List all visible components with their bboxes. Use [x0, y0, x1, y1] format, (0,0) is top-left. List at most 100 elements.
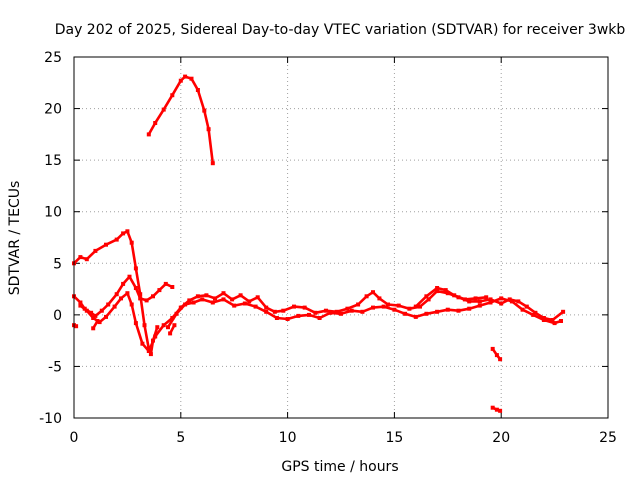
data-point [172, 323, 177, 328]
data-point [232, 303, 237, 308]
data-point [296, 313, 301, 318]
data-point [213, 296, 217, 301]
data-point [317, 316, 322, 320]
data-point [163, 281, 168, 286]
data-point [170, 93, 175, 98]
data-point [153, 121, 158, 125]
y-tick-label: 20 [44, 102, 62, 118]
data-point [84, 308, 89, 313]
data-point [119, 296, 123, 301]
y-tick-label: 0 [53, 308, 62, 324]
data-point [345, 306, 350, 311]
data-point [166, 325, 170, 330]
data-point [418, 304, 422, 309]
data-point [230, 297, 235, 302]
data-point [550, 318, 555, 322]
data-point [488, 300, 493, 305]
data-point [292, 304, 296, 309]
data-point [467, 299, 472, 304]
data-point [413, 304, 418, 309]
data-point [307, 312, 311, 317]
data-point [499, 301, 504, 306]
data-point [138, 296, 143, 301]
data-point [89, 310, 94, 315]
data-point [499, 296, 504, 301]
data-point [125, 291, 130, 296]
data-point [552, 321, 557, 326]
data-point [183, 74, 188, 79]
data-point [371, 305, 375, 310]
data-point [242, 301, 247, 306]
data-point [97, 320, 102, 325]
data-point [386, 302, 390, 307]
data-point [339, 311, 343, 316]
data-point [129, 302, 134, 307]
data-point [189, 76, 194, 81]
data-point [509, 299, 514, 304]
data-point [302, 305, 307, 310]
data-point [488, 297, 493, 302]
data-point [140, 341, 145, 346]
data-point [91, 316, 96, 320]
data-point [129, 240, 134, 245]
data-point [324, 308, 328, 313]
data-point [121, 231, 126, 236]
data-point [174, 311, 179, 316]
data-point [191, 300, 196, 305]
axis-ticks: 0 5 10 15 20 25 -10 -5 0 5 10 15 20 25 [39, 50, 617, 446]
x-tick-label: 25 [599, 430, 617, 446]
data-point [104, 242, 108, 247]
data-point [452, 293, 457, 298]
data-point [210, 161, 215, 166]
data-point [334, 309, 339, 314]
data-point [533, 310, 538, 315]
grid-lines [74, 57, 608, 418]
data-point [255, 295, 260, 300]
data-point [121, 281, 126, 286]
data-point [138, 292, 143, 297]
data-point [153, 334, 158, 339]
data-point [161, 323, 166, 328]
data-point [221, 291, 226, 296]
data-point [443, 288, 448, 293]
data-point [157, 288, 162, 293]
data-point [264, 305, 269, 310]
data-point [559, 319, 563, 323]
data-point [133, 286, 138, 290]
data-point [494, 407, 499, 412]
data-point [424, 294, 429, 299]
data-point [424, 311, 429, 316]
data-point [91, 326, 96, 331]
data-point [178, 78, 183, 83]
data-point [381, 304, 386, 309]
data-point [93, 248, 98, 253]
data-point [328, 310, 333, 315]
data-point [78, 255, 83, 260]
data-point [133, 321, 138, 326]
plot-frame [73, 56, 609, 419]
data-point [247, 299, 252, 304]
x-tick-label: 0 [70, 430, 79, 446]
data-point [561, 309, 566, 314]
data-point [104, 314, 108, 319]
data-point [520, 307, 525, 312]
data-point [377, 296, 382, 301]
data-point [403, 311, 408, 316]
data-point [396, 303, 401, 308]
data-point [541, 318, 546, 322]
data-point [473, 296, 478, 301]
data-point [148, 352, 153, 357]
chart-title: Day 202 of 2025, Sidereal Day-to-day VTE… [55, 22, 626, 38]
data-point [524, 304, 529, 309]
data-point [168, 331, 173, 336]
data-point [264, 309, 269, 314]
data-point [445, 307, 450, 312]
data-point [407, 306, 412, 311]
data-point [142, 323, 147, 328]
data-point [435, 286, 440, 290]
y-tick-label: 5 [53, 256, 62, 272]
data-point [195, 88, 200, 92]
data-point [238, 293, 243, 298]
y-tick-label: 25 [44, 50, 62, 66]
data-point [285, 317, 290, 321]
